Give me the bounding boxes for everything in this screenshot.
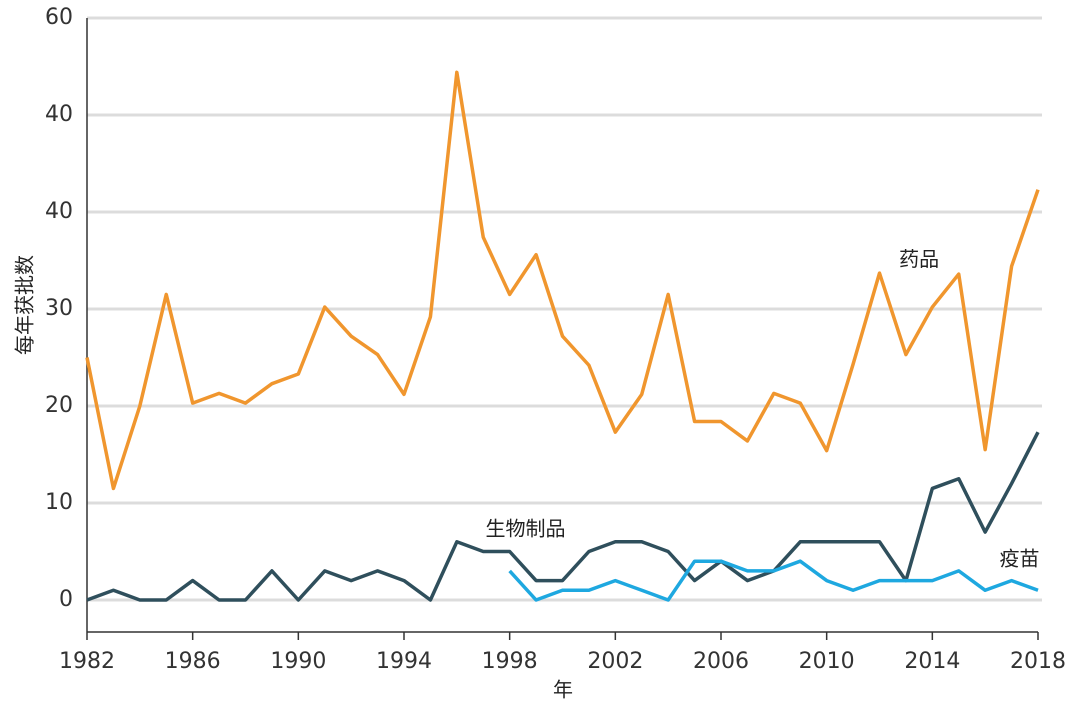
y-tick-label: 40 bbox=[45, 199, 73, 224]
x-tick-label: 2014 bbox=[904, 649, 960, 674]
annotation: 生物制品 bbox=[486, 517, 566, 541]
y-tick-label: 40 bbox=[45, 102, 73, 127]
x-tick-label: 1986 bbox=[165, 649, 221, 674]
series-line bbox=[508, 559, 1039, 602]
y-tick-label: 60 bbox=[45, 5, 73, 30]
x-tick-label: 1990 bbox=[270, 649, 326, 674]
x-tick-label: 2018 bbox=[1010, 649, 1066, 674]
x-axis-label: 年 bbox=[553, 678, 573, 702]
y-tick-label: 30 bbox=[45, 296, 73, 321]
x-tick-label: 2010 bbox=[799, 649, 855, 674]
x-tick-label: 1982 bbox=[59, 649, 115, 674]
x-tick-label: 1998 bbox=[482, 649, 538, 674]
x-tick-label: 2002 bbox=[587, 649, 643, 674]
series-line bbox=[85, 70, 1040, 491]
annotation: 疫苗 bbox=[1000, 547, 1040, 571]
y-axis-label: 每年获批数 bbox=[13, 255, 37, 355]
x-tick-label: 1994 bbox=[376, 649, 432, 674]
y-tick-label: 10 bbox=[45, 490, 73, 515]
y-tick-label: 0 bbox=[59, 587, 73, 612]
y-tick-label: 20 bbox=[45, 393, 73, 418]
x-tick-label: 2006 bbox=[693, 649, 749, 674]
series-line bbox=[86, 431, 1040, 602]
annotation: 药品 bbox=[899, 247, 939, 271]
